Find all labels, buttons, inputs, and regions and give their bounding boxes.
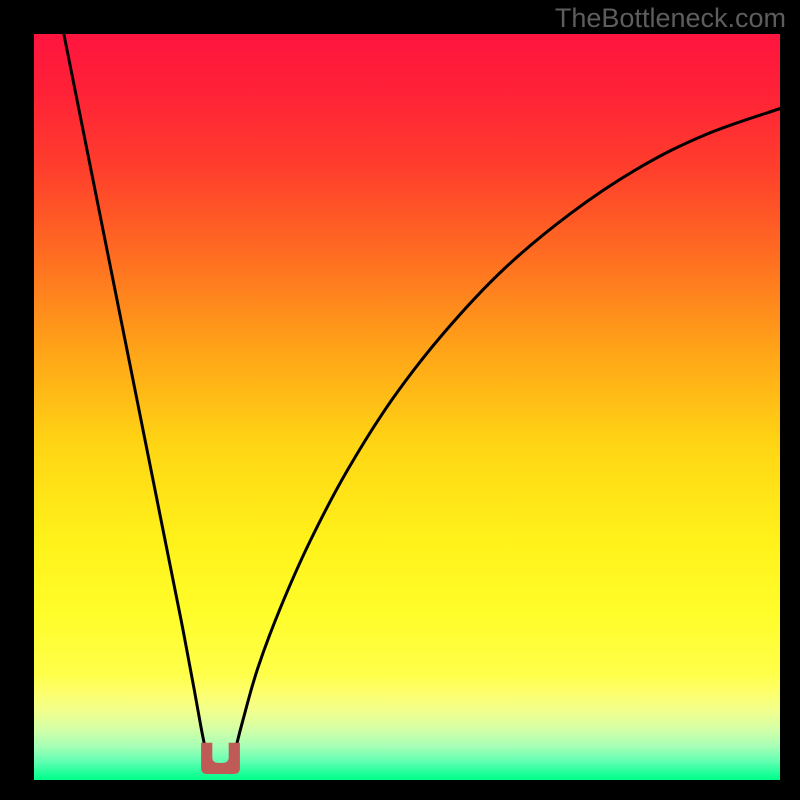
watermark-text: TheBottleneck.com bbox=[555, 3, 786, 34]
left-branch-curve bbox=[64, 34, 205, 746]
dip-marker bbox=[201, 743, 240, 774]
right-branch-curve bbox=[236, 109, 780, 747]
plot-area bbox=[34, 34, 780, 780]
curve-overlay bbox=[34, 34, 780, 780]
